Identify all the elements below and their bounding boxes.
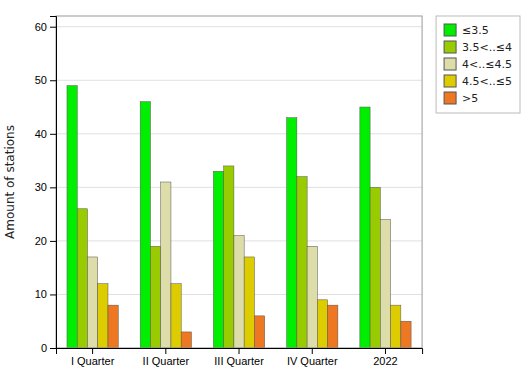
y-tick-label: 0 [41,342,47,354]
legend-label: ≤3.5 [462,24,489,37]
x-tick-mark [385,348,386,354]
grid-line [56,80,422,81]
chart: ≤3.5 3.5<..≤4 4<..≤4.5 4.5<..≤5 >5 0 10 20 30 40 5… [0,0,530,380]
bar [181,332,191,348]
legend-box [436,16,520,113]
x-tick-label: 2022 [373,355,397,367]
y-tick-label: 30 [35,181,47,193]
x-tick-label: IV Quarter [287,355,338,367]
x-tick-mark [239,348,240,354]
y-tick-label: 20 [35,235,47,247]
bar [224,166,234,348]
bar [317,300,327,348]
y-tick-mark [50,348,56,349]
legend-swatch [444,58,456,70]
x-tick-mark [92,348,93,354]
legend-swatch [444,75,456,87]
y-tick: 30 [35,181,56,193]
legend-swatch [444,24,456,36]
bar-series [87,182,390,348]
grid-line [56,26,422,27]
bar [287,118,297,348]
legend-item: 3.5<..≤4 [444,41,512,54]
bar [391,305,401,348]
plot: 0 10 20 30 40 50 60 I Quarter II Quarter III Quar… [35,16,423,367]
bar [98,284,108,348]
x-axis-line [57,349,423,355]
x-tick: 2022 [373,348,397,367]
y-tick: 50 [35,74,56,86]
bar [67,86,77,348]
bar [254,316,264,348]
bar-series [98,257,401,348]
legend-swatch [444,41,456,53]
y-tick-mark [50,241,56,242]
x-tick: I Quarter [71,348,115,367]
bars [67,86,411,348]
y-tick-mark [50,27,56,28]
bar [150,246,160,348]
legend-item: ≤3.5 [444,24,489,37]
bar [380,219,390,348]
bar [328,305,338,348]
x-tick-label: II Quarter [143,355,190,367]
x-tick-label: I Quarter [71,355,115,367]
x-tick-label: III Quarter [214,355,264,367]
y-tick-label: 50 [35,74,47,86]
y-tick-label: 60 [35,21,47,33]
y-axis-title: Amount of stations [3,125,17,239]
bar-series [108,305,411,348]
y-tick: 60 [35,21,56,33]
bar [360,107,370,348]
y-tick: 0 [41,342,56,354]
y-tick-mark [50,294,56,295]
x-axis: I Quarter II Quarter III Quarter IV Quarter… [57,348,423,367]
legend-item: 4<..≤4.5 [444,58,512,71]
bar [171,284,181,348]
y-tick: 10 [35,288,56,300]
y-tick: 40 [35,128,56,140]
bar [370,187,380,348]
bar [108,305,118,348]
bar-series [67,86,370,348]
y-axis: 0 10 20 30 40 50 60 [35,17,57,355]
bar [161,182,171,348]
bar [77,209,87,348]
x-tick-mark [312,348,313,354]
legend-label: 3.5<..≤4 [462,41,512,54]
y-tick-label: 10 [35,288,47,300]
y-tick: 20 [35,235,56,247]
bar [213,171,223,348]
legend-label: 4<..≤4.5 [462,58,512,71]
y-axis-line [50,17,57,349]
x-tick-mark [165,348,166,354]
legend-label: >5 [462,92,478,105]
plot-frame [56,16,422,348]
bar-series [77,166,380,348]
bar [244,257,254,348]
x-tick: III Quarter [214,348,264,367]
legend: ≤3.5 3.5<..≤4 4<..≤4.5 4.5<..≤5 >5 [436,16,520,113]
grid [56,27,422,348]
y-tick-mark [50,80,56,81]
y-tick-mark [50,134,56,135]
legend-swatch [444,92,456,104]
legend-item: 4.5<..≤5 [444,75,512,88]
x-tick: IV Quarter [287,348,338,367]
bar [307,246,317,348]
bar [297,177,307,348]
y-tick-label: 40 [35,128,47,140]
legend-label: 4.5<..≤5 [462,75,512,88]
x-tick: II Quarter [143,348,190,367]
bar [87,257,97,348]
bar [234,236,244,348]
legend-item: >5 [444,92,478,105]
y-tick-mark [50,187,56,188]
bar [140,102,150,348]
bar [401,321,411,348]
